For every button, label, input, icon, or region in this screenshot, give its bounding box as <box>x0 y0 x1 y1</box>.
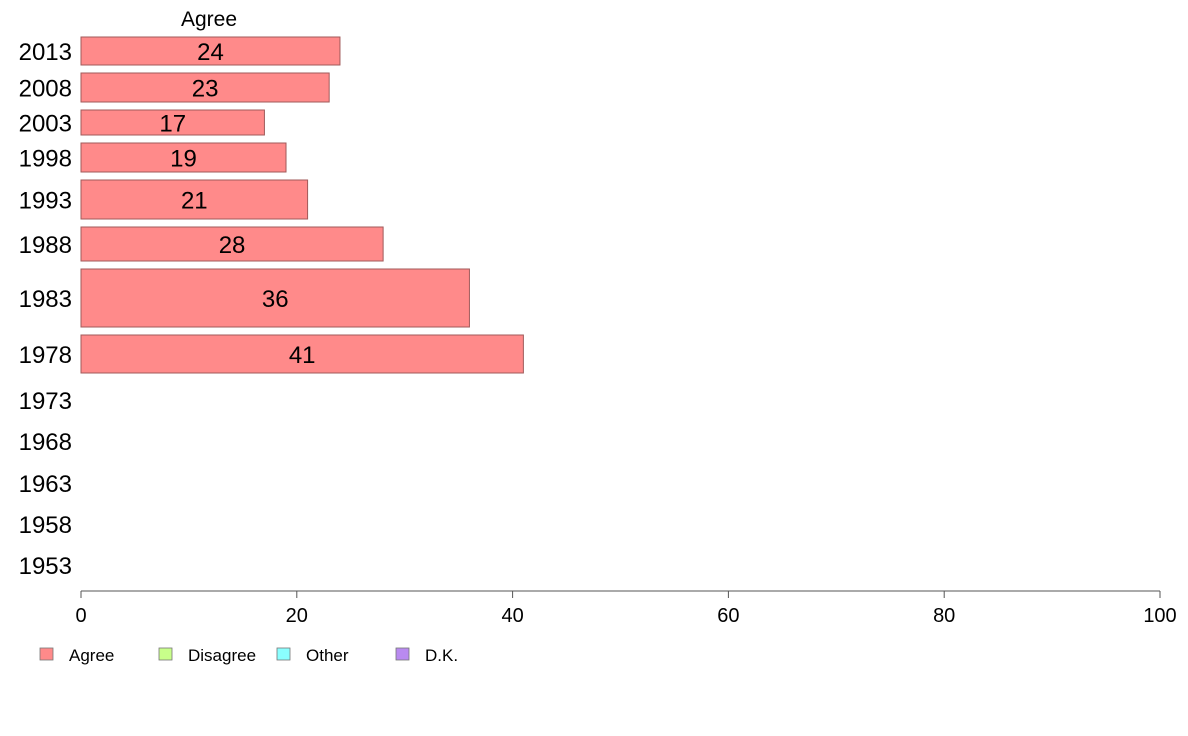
category-label: 1998 <box>19 146 72 173</box>
data-label: 24 <box>197 39 224 66</box>
x-tick-label: 40 <box>501 605 523 627</box>
category-label: 1968 <box>19 429 72 456</box>
x-tick-label: 100 <box>1143 605 1176 627</box>
bar <box>80 109 265 136</box>
data-label: 36 <box>262 286 289 313</box>
data-label: 41 <box>289 342 316 369</box>
bar <box>80 268 470 328</box>
x-tick-label: 80 <box>933 605 955 627</box>
legend: Agree Disagree Other D.K. <box>39 646 458 665</box>
bar <box>80 72 330 103</box>
x-tick-label: 60 <box>717 605 739 627</box>
legend-label: Agree <box>69 646 114 665</box>
data-label: 17 <box>159 111 186 138</box>
data-label: 21 <box>181 188 208 215</box>
category-label: 2003 <box>19 111 72 138</box>
data-label: 19 <box>170 146 197 173</box>
bar <box>80 179 309 220</box>
series-column-title: Agree <box>181 8 237 31</box>
chart-rows: 2013 24 2008 23 2003 17 1998 19 1993 21 1988 28 1983… <box>19 36 524 580</box>
data-label: 28 <box>219 232 246 259</box>
legend-swatch <box>39 647 54 661</box>
x-tick-label: 20 <box>286 605 308 627</box>
bar <box>80 226 384 262</box>
x-axis: 0 20 40 60 80 100 <box>75 590 1177 627</box>
legend-label: Other <box>306 646 349 665</box>
category-label: 1973 <box>19 388 72 415</box>
bar <box>80 36 341 66</box>
category-label: 1953 <box>19 553 72 580</box>
x-tick-label: 0 <box>75 605 86 627</box>
data-label: 23 <box>192 76 219 103</box>
category-label: 2008 <box>19 76 72 103</box>
category-label: 1963 <box>19 471 72 498</box>
category-label: 1978 <box>19 342 72 369</box>
category-label: 1983 <box>19 286 72 313</box>
bar <box>80 334 524 374</box>
legend-swatch <box>276 647 291 661</box>
legend-label: D.K. <box>425 646 458 665</box>
legend-label: Disagree <box>188 646 256 665</box>
legend-swatch <box>395 647 410 661</box>
legend-swatch <box>158 647 173 661</box>
category-label: 1988 <box>19 232 72 259</box>
bar <box>80 142 287 173</box>
category-label: 2013 <box>19 39 72 66</box>
category-label: 1958 <box>19 512 72 539</box>
category-label: 1993 <box>19 188 72 215</box>
